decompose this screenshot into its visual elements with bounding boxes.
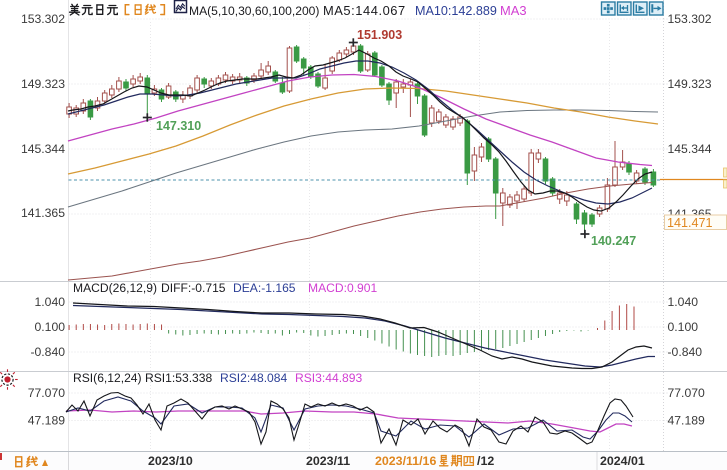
svg-text:77.070: 77.070 — [28, 386, 65, 400]
svg-text:1.040: 1.040 — [668, 295, 699, 309]
svg-text:/12: /12 — [477, 454, 494, 468]
svg-text:141.365: 141.365 — [21, 206, 65, 220]
svg-text:RSI(6,12,24): RSI(6,12,24) — [73, 371, 142, 385]
svg-text:-0.840: -0.840 — [30, 345, 65, 359]
svg-text:2023/11: 2023/11 — [306, 454, 350, 468]
svg-text:MA10:142.889: MA10:142.889 — [415, 4, 497, 18]
svg-text:-0.840: -0.840 — [668, 345, 703, 359]
svg-text:1.040: 1.040 — [35, 295, 66, 309]
svg-text:145.344: 145.344 — [21, 142, 65, 156]
svg-text:147.310: 147.310 — [156, 119, 201, 133]
svg-text:145.344: 145.344 — [668, 142, 712, 156]
svg-text:DIFF:-0.715: DIFF:-0.715 — [161, 281, 226, 295]
svg-text:2023/10: 2023/10 — [148, 454, 193, 468]
svg-text:MACD:0.901: MACD:0.901 — [308, 281, 378, 295]
svg-text:77.070: 77.070 — [668, 386, 705, 400]
svg-text:2023/11/16: 2023/11/16 — [375, 454, 436, 468]
svg-text:RSI3:44.893: RSI3:44.893 — [295, 371, 363, 385]
svg-text:140.247: 140.247 — [591, 234, 636, 248]
svg-text:47.189: 47.189 — [668, 414, 705, 428]
svg-text:2024/01: 2024/01 — [600, 454, 645, 468]
svg-text:47.189: 47.189 — [28, 414, 65, 428]
svg-text:151.903: 151.903 — [357, 28, 402, 42]
svg-text:MA5:144.067: MA5:144.067 — [323, 3, 406, 18]
svg-text:141.471: 141.471 — [667, 216, 713, 230]
svg-text:MA3: MA3 — [500, 3, 527, 18]
svg-text:153.302: 153.302 — [21, 12, 65, 26]
svg-text:0.100: 0.100 — [35, 320, 66, 334]
svg-text:RSI2:48.084: RSI2:48.084 — [220, 371, 288, 385]
svg-text:153.302: 153.302 — [668, 12, 712, 26]
svg-text:MA(5,10,30,60,100,200): MA(5,10,30,60,100,200) — [189, 4, 319, 18]
svg-text:0.100: 0.100 — [668, 320, 699, 334]
svg-text:DEA:-1.165: DEA:-1.165 — [233, 281, 296, 295]
svg-text:MACD(26,12,9): MACD(26,12,9) — [73, 281, 157, 295]
svg-text:149.323: 149.323 — [668, 77, 712, 91]
svg-text:RSI1:53.338: RSI1:53.338 — [145, 371, 213, 385]
svg-text:149.323: 149.323 — [21, 77, 65, 91]
